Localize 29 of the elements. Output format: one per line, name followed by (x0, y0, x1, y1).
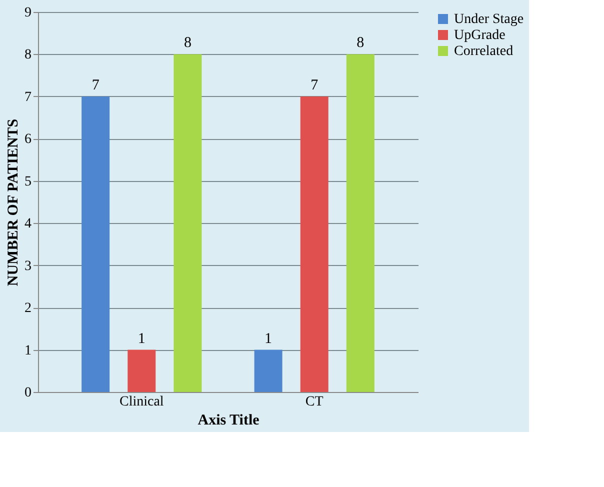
legend-label: UpGrade (454, 28, 506, 43)
y-tick-label: 5 (24, 174, 32, 190)
data-label: 7 (92, 77, 100, 94)
y-tick-label: 1 (24, 343, 32, 358)
data-label: 8 (184, 35, 192, 52)
bar (346, 54, 374, 392)
x-tick-label: Clinical (119, 394, 164, 410)
legend-label: Correlated (454, 44, 514, 59)
y-tick-label: 9 (24, 6, 32, 20)
legend-label: Under Stage (454, 12, 524, 27)
y-axis-title: NUMBER OF PATIENTS (6, 118, 22, 286)
y-tick-label: 3 (24, 258, 32, 274)
y-tick-label: 4 (24, 216, 32, 232)
data-label: 1 (138, 330, 146, 347)
data-label: 1 (264, 330, 272, 347)
bar (82, 96, 110, 392)
x-axis-title: Axis Title (198, 412, 260, 428)
y-tick-label: 2 (24, 301, 32, 316)
x-tick-label: CT (305, 394, 324, 410)
data-label: 7 (310, 77, 319, 94)
y-tick-label: 6 (24, 132, 32, 148)
y-tick-label: 7 (24, 90, 32, 105)
bar (128, 350, 156, 392)
data-label: 8 (356, 35, 364, 52)
bar (174, 54, 202, 392)
y-tick-label: 8 (24, 48, 32, 63)
bar (254, 350, 282, 392)
bar (300, 96, 328, 392)
y-tick-label: 0 (24, 386, 32, 400)
